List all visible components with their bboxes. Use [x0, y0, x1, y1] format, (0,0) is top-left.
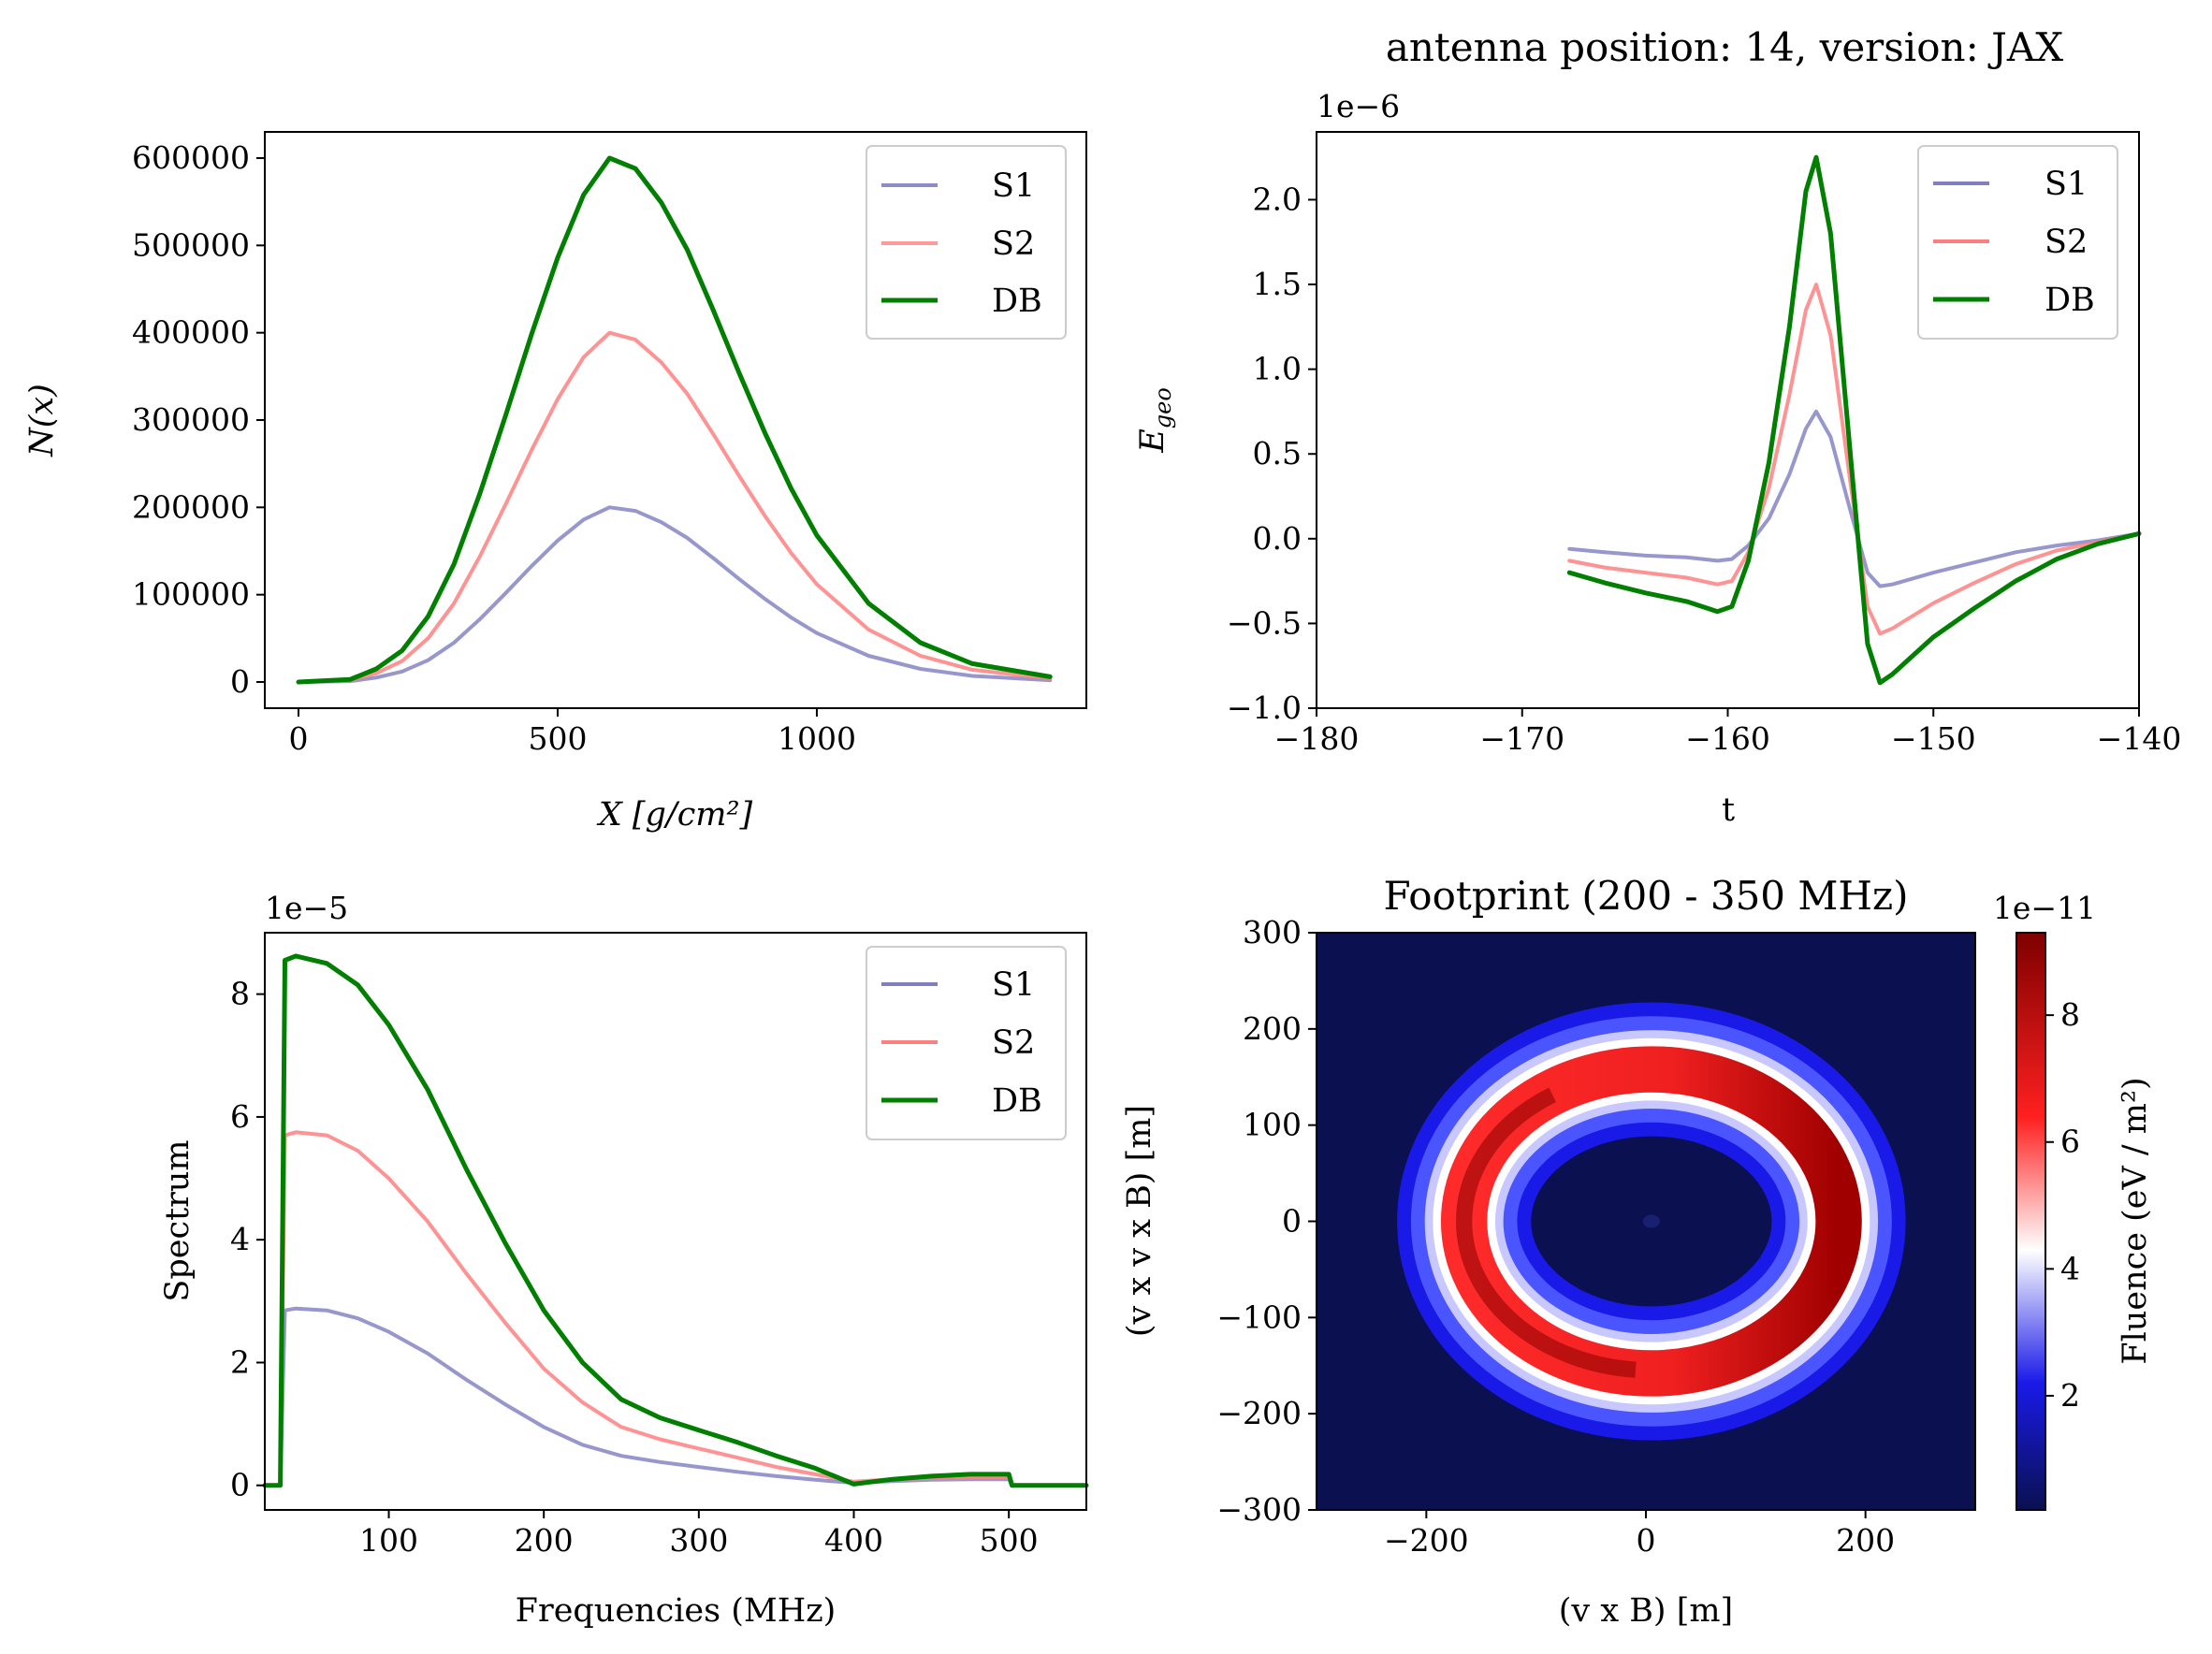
profile-xtick-label: 1000 [778, 720, 856, 757]
efield-xtick-label: −140 [2097, 720, 2182, 757]
footprint-center-dot [1642, 1214, 1660, 1228]
profile-series-s2 [297, 330, 1053, 684]
spectrum-panel: 100 200 300 400 500 0 2 4 6 8 1e−5 Frequencies (M… [159, 890, 1089, 1630]
profile-ytick-label: 400000 [132, 314, 250, 351]
efield-legend-box [1917, 145, 2118, 340]
spectrum-legend-box [866, 946, 1067, 1140]
profile-ytick-label: 200000 [132, 488, 250, 525]
efield-series-group [1566, 154, 2142, 686]
footprint-ytick-label: −100 [1216, 1299, 1302, 1335]
profile-ytick-label: 600000 [132, 139, 250, 176]
spectrum-legend-label-s2: S2 [992, 1024, 1035, 1062]
profile-series-s1 [297, 505, 1053, 684]
colorbar-tick-label: 6 [2060, 1124, 2080, 1160]
colorbar-ticks: 2 4 6 8 [2045, 996, 2080, 1414]
profile-ytick-label: 500000 [132, 226, 250, 263]
spectrum-xtick-label: 500 [980, 1522, 1039, 1559]
profile-series-db [296, 155, 1053, 685]
profile-ytick-label: 100000 [132, 576, 250, 613]
profile-legend-label-s1: S1 [992, 167, 1035, 205]
efield-ytick-label: 0.0 [1253, 520, 1302, 557]
efield-ytick-label: 0.5 [1253, 435, 1302, 472]
spectrum-axes-frame [264, 932, 1087, 1511]
footprint-ticks: −200 0 200 −300 −200 −100 0 100 200 300 [1216, 914, 1895, 1559]
spectrum-legend-label-db: DB [992, 1082, 1042, 1120]
spectrum-offset-label: 1e−5 [265, 890, 348, 926]
efield-xtick-label: −150 [1891, 720, 1976, 757]
colorbar-tick-label: 8 [2060, 996, 2080, 1033]
spectrum-legend: S1 S2 DB [866, 946, 1067, 1140]
efield-series-s1 [1567, 409, 2141, 588]
spectrum-xtick-label: 100 [359, 1522, 418, 1559]
spectrum-ytick-label: 2 [230, 1343, 250, 1380]
spectrum-ytick-label: 0 [230, 1467, 250, 1503]
figure-title: antenna position: 14, version: JAX [1386, 24, 2063, 70]
spectrum-ytick-label: 4 [230, 1221, 250, 1257]
colorbar-label: Fluence (eV / m²) [2117, 1077, 2154, 1364]
spectrum-xtick-label: 300 [669, 1522, 728, 1559]
efield-xtick-label: −170 [1479, 720, 1564, 757]
footprint-title: Footprint (200 - 350 MHz) [1383, 873, 1908, 919]
profile-xlabel: X [g/cm²] [596, 796, 753, 834]
footprint-ytick-label: 300 [1243, 914, 1302, 950]
spectrum-ytick-label: 6 [230, 1098, 250, 1135]
efield-ytick-label: 1.0 [1253, 351, 1302, 387]
profile-ticks: 0 500 1000 0 100000 200000 300000 400000 500000 6… [132, 139, 856, 757]
profile-ytick-label: 300000 [132, 401, 250, 438]
footprint-colorbar: 2 4 6 8 1e−11 Fluence (eV / m²) [1993, 890, 2154, 1511]
colorbar-gradient [2016, 932, 2046, 1511]
spectrum-series-db [262, 953, 1089, 1488]
footprint-ytick-label: −200 [1216, 1395, 1302, 1431]
footprint-xtick-label: 0 [1637, 1522, 1656, 1559]
efield-ytick-label: −0.5 [1227, 604, 1302, 641]
spectrum-ytick-label: 8 [230, 976, 250, 1012]
spectrum-xlabel: Frequencies (MHz) [516, 1592, 837, 1630]
profile-legend: S1 S2 DB [866, 145, 1067, 340]
efield-xtick-label: −160 [1685, 720, 1770, 757]
efield-series-db [1566, 154, 2142, 686]
footprint-panel: −200 0 200 −300 −200 −100 0 100 200 300 Footprint… [1121, 873, 2154, 1630]
footprint-ytick-label: −300 [1216, 1491, 1302, 1528]
colorbar-tick-label: 2 [2060, 1377, 2080, 1414]
footprint-heatmap [1397, 1002, 1906, 1441]
efield-xlabel: t [1722, 791, 1735, 829]
efield-offset-label: 1e−6 [1317, 88, 1400, 124]
efield-ytick-label: 1.5 [1253, 266, 1302, 302]
profile-legend-box [866, 145, 1067, 340]
spectrum-xtick-label: 200 [515, 1522, 574, 1559]
efield-legend-label-s2: S2 [2045, 224, 2088, 261]
profile-xtick-label: 500 [528, 720, 587, 757]
colorbar-offset-label: 1e−11 [1993, 890, 2096, 926]
efield-legend-label-s1: S1 [2045, 166, 2088, 203]
footprint-xtick-label: 200 [1836, 1522, 1895, 1559]
footprint-ylabel: (v x v x B) [m] [1121, 1105, 1158, 1337]
footprint-ytick-label: 100 [1243, 1107, 1302, 1143]
footprint-ring-peak [1455, 1064, 1847, 1379]
profile-xtick-label: 0 [289, 720, 309, 757]
efield-ticks: −180 −170 −160 −150 −140 −1.0 −0.5 0.0 0.5 1.0 1.5… [1227, 181, 2181, 757]
profile-ylabel: N(x) [23, 384, 61, 457]
spectrum-series-group [262, 953, 1089, 1488]
efield-ytick-label: −1.0 [1227, 689, 1302, 726]
spectrum-legend-label-s1: S1 [992, 966, 1035, 1004]
footprint-xtick-label: −200 [1384, 1522, 1469, 1559]
footprint-xlabel: (v x B) [m] [1559, 1592, 1733, 1630]
profile-ytick-label: 0 [230, 663, 250, 700]
efield-legend-label-db: DB [2045, 282, 2095, 319]
spectrum-ticks: 100 200 300 400 500 0 2 4 6 8 [230, 976, 1039, 1559]
profile-series-group [296, 155, 1053, 685]
profile-panel: 0 500 1000 0 100000 200000 300000 400000 500000 6… [23, 131, 1087, 834]
spectrum-xtick-label: 400 [824, 1522, 883, 1559]
efield-ytick-label: 2.0 [1253, 181, 1302, 217]
efield-xtick-label: −180 [1274, 720, 1360, 757]
colorbar-tick-label: 4 [2060, 1250, 2080, 1286]
efield-legend: S1 S2 DB [1917, 145, 2118, 340]
footprint-ytick-label: 0 [1282, 1203, 1302, 1240]
efield-series-s2 [1567, 283, 2141, 636]
footprint-ytick-label: 200 [1243, 1010, 1302, 1047]
profile-legend-label-db: DB [992, 283, 1042, 320]
profile-legend-label-s2: S2 [992, 225, 1035, 263]
spectrum-ylabel: Spectrum [159, 1139, 196, 1301]
